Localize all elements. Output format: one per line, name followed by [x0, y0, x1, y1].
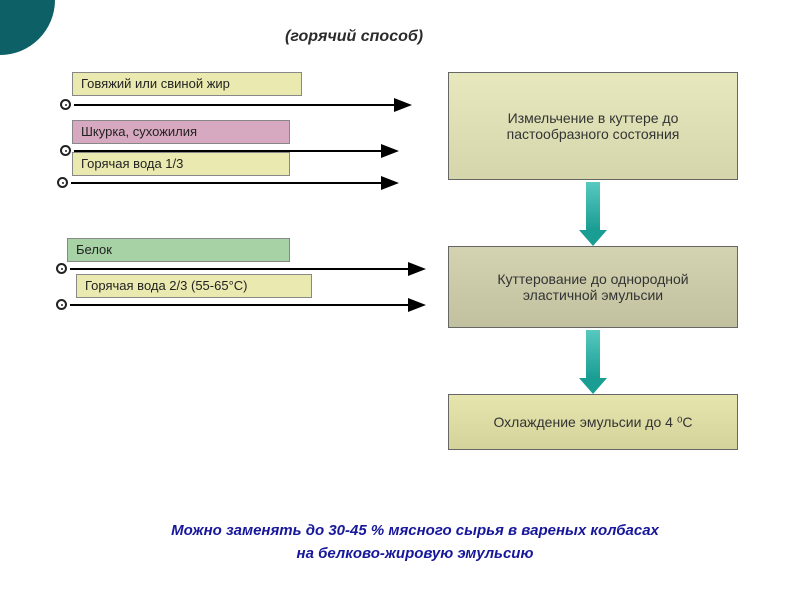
down-arrow-head: [579, 378, 607, 394]
input-bar-water1: Горячая вода 1/3: [72, 152, 290, 176]
bullet-icon: [60, 99, 71, 110]
arrow-line: [74, 104, 394, 106]
down-arrow-shaft: [586, 182, 600, 230]
footer-note: Можно заменять до 30-45 % мясного сырья …: [90, 520, 740, 565]
arrow-head-icon: [408, 298, 426, 312]
bullet-icon: [56, 299, 67, 310]
bullet-icon: [57, 177, 68, 188]
arrow-line: [70, 268, 408, 270]
page-title: (горячий способ): [285, 28, 423, 46]
arrow-head-icon: [381, 176, 399, 190]
down-arrow-icon: [586, 330, 600, 394]
process-box-cool: Охлаждение эмульсии до 4 ⁰С: [448, 394, 738, 450]
process-box-text: Измельчение в куттере до пастообразного …: [507, 110, 680, 142]
corner-decoration: [0, 0, 55, 55]
process-box-text: Куттерование до однородной эластичной эм…: [497, 271, 688, 303]
process-box-cutter: Куттерование до однородной эластичной эм…: [448, 246, 738, 328]
input-bar-protein: Белок: [67, 238, 290, 262]
down-arrow-shaft: [586, 330, 600, 378]
arrow-line: [71, 182, 381, 184]
process-box-grind: Измельчение в куттере до пастообразного …: [448, 72, 738, 180]
down-arrow-head: [579, 230, 607, 246]
process-box-text: Охлаждение эмульсии до 4 ⁰С: [493, 414, 692, 431]
arrow-line: [70, 304, 408, 306]
input-bar-water2: Горячая вода 2/3 (55-65°С): [76, 274, 312, 298]
arrow-head-icon: [408, 262, 426, 276]
input-bar-fat: Говяжий или свиной жир: [72, 72, 302, 96]
input-bar-skin: Шкурка, сухожилия: [72, 120, 290, 144]
arrow-head-icon: [394, 98, 412, 112]
down-arrow-icon: [586, 182, 600, 246]
arrow-line: [74, 150, 381, 152]
arrow-head-icon: [381, 144, 399, 158]
bullet-icon: [56, 263, 67, 274]
bullet-icon: [60, 145, 71, 156]
